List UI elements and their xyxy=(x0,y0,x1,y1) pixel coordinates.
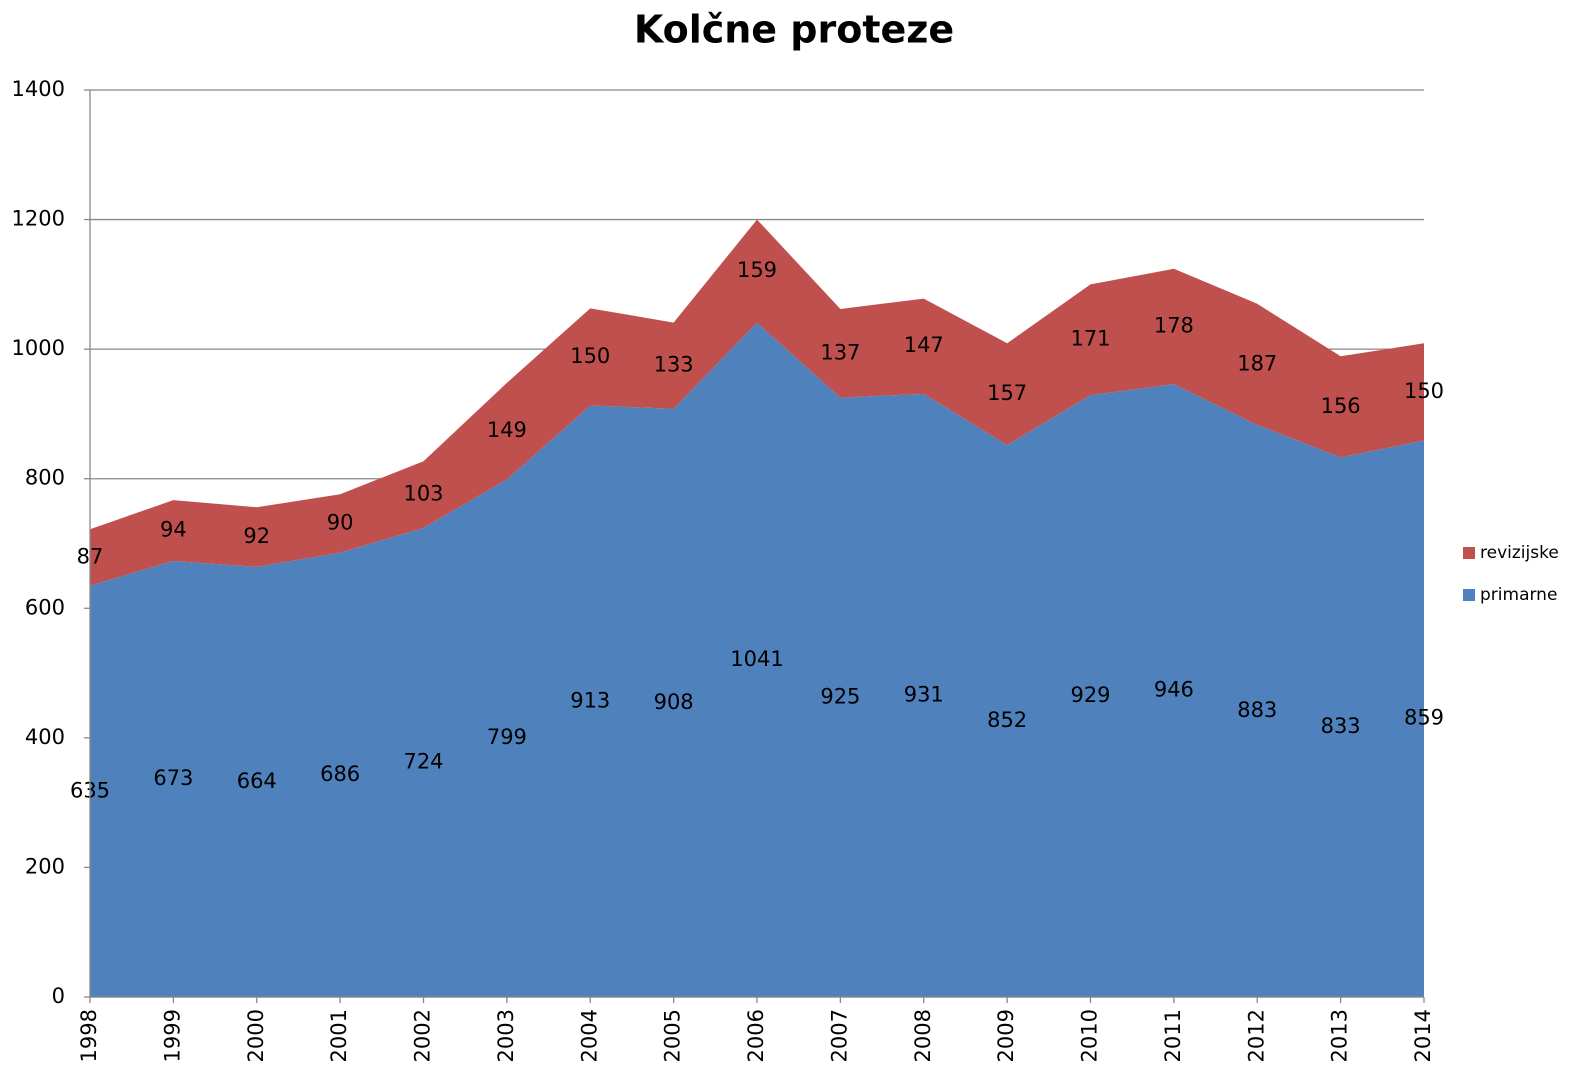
data-label: 913 xyxy=(570,688,610,712)
y-tick-label: 1200 xyxy=(12,207,65,231)
x-tick-label: 1998 xyxy=(77,1009,101,1062)
data-label: 150 xyxy=(570,344,610,368)
data-label: 150 xyxy=(1404,379,1444,403)
x-tick-label: 2002 xyxy=(411,1009,435,1062)
y-tick-label: 400 xyxy=(25,725,65,749)
data-label: 1041 xyxy=(730,647,783,671)
x-tick-label: 2011 xyxy=(1161,1009,1185,1062)
area xyxy=(90,219,1424,586)
data-label: 133 xyxy=(654,353,694,377)
data-label: 147 xyxy=(904,333,944,357)
data-label: 929 xyxy=(1070,683,1110,707)
legend-swatch xyxy=(1463,547,1475,559)
data-label: 159 xyxy=(737,258,777,282)
y-tick-label: 0 xyxy=(52,984,65,1008)
legend-label: primarne xyxy=(1480,585,1557,605)
data-label: 137 xyxy=(820,340,860,364)
x-tick-label: 2012 xyxy=(1244,1009,1268,1062)
x-tick-label: 2006 xyxy=(744,1009,768,1062)
x-tick-label: 2013 xyxy=(1328,1009,1352,1062)
x-tick-label: 2004 xyxy=(577,1009,601,1062)
data-label: 92 xyxy=(243,524,270,548)
data-label: 859 xyxy=(1404,706,1444,730)
x-tick-label: 2000 xyxy=(244,1009,268,1062)
x-tick-label: 2005 xyxy=(661,1009,685,1062)
x-tick-label: 2009 xyxy=(994,1009,1018,1062)
y-tick-label: 1000 xyxy=(12,336,65,360)
legend-label: revizijske xyxy=(1480,543,1559,563)
data-label: 724 xyxy=(403,749,443,773)
x-tick-label: 2014 xyxy=(1411,1009,1435,1062)
data-label: 149 xyxy=(487,418,527,442)
x-tick-label: 2001 xyxy=(327,1009,351,1062)
data-label: 931 xyxy=(904,682,944,706)
data-label: 94 xyxy=(160,518,187,542)
data-label: 925 xyxy=(820,684,860,708)
data-label: 883 xyxy=(1237,698,1277,722)
data-label: 946 xyxy=(1154,678,1194,702)
y-tick-label: 1400 xyxy=(12,77,65,101)
data-label: 664 xyxy=(237,769,277,793)
x-tick-label: 2007 xyxy=(827,1009,851,1062)
y-tick-label: 200 xyxy=(25,854,65,878)
y-tick-label: 600 xyxy=(25,595,65,619)
x-tick-label: 1999 xyxy=(160,1009,184,1062)
data-label: 187 xyxy=(1237,351,1277,375)
data-label: 799 xyxy=(487,725,527,749)
data-label: 178 xyxy=(1154,313,1194,337)
x-tick-label: 2003 xyxy=(494,1009,518,1062)
area xyxy=(90,322,1424,998)
data-label: 90 xyxy=(327,510,354,534)
data-label: 686 xyxy=(320,762,360,786)
data-label: 156 xyxy=(1321,394,1361,418)
y-tick-label: 800 xyxy=(25,466,65,490)
data-label: 908 xyxy=(654,690,694,714)
data-label: 852 xyxy=(987,708,1027,732)
x-tick-label: 2010 xyxy=(1078,1009,1102,1062)
data-label: 171 xyxy=(1070,327,1110,351)
data-label: 833 xyxy=(1321,714,1361,738)
data-label: 157 xyxy=(987,381,1027,405)
legend-swatch xyxy=(1463,589,1475,601)
x-tick-label: 2008 xyxy=(911,1009,935,1062)
chart-title: Kolčne proteze xyxy=(634,8,954,52)
data-label: 103 xyxy=(403,482,443,506)
data-label: 673 xyxy=(153,766,193,790)
